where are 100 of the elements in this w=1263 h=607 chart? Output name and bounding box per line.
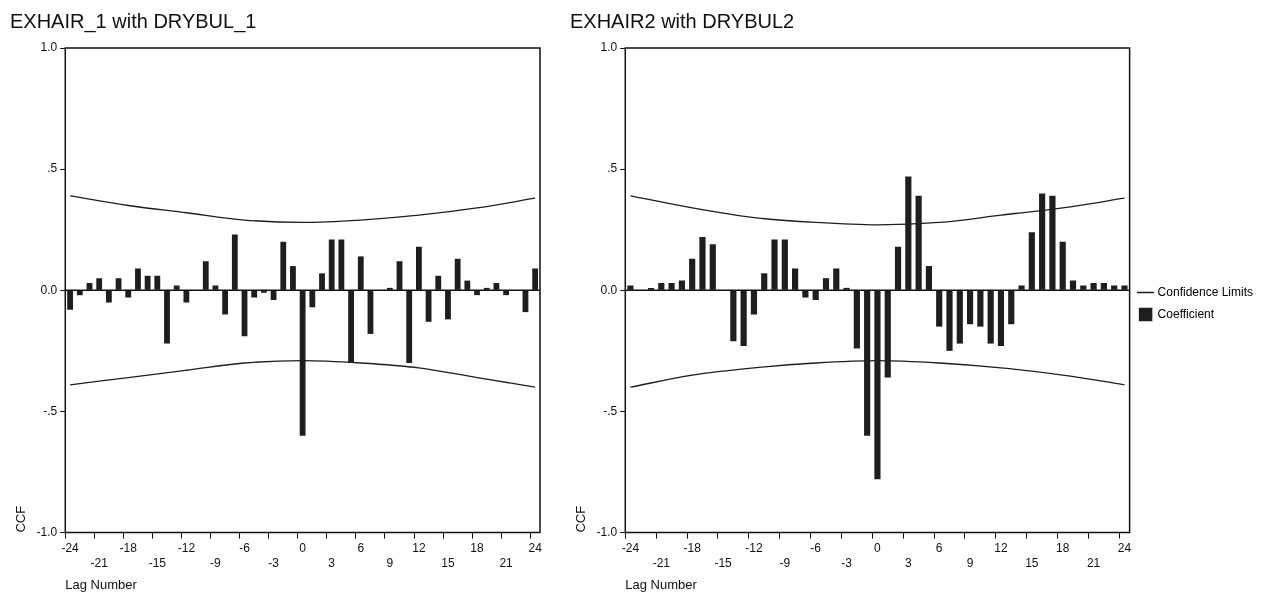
bar	[319, 273, 325, 290]
bar	[709, 244, 716, 290]
bar	[154, 275, 161, 290]
x-tick-label: 18	[1056, 541, 1070, 556]
bar	[202, 261, 209, 290]
bar	[328, 239, 335, 290]
bar	[280, 241, 287, 290]
bar	[761, 273, 768, 290]
bar	[1090, 283, 1097, 290]
bar	[96, 278, 103, 290]
bar	[474, 290, 480, 296]
x-tick-label: 21	[1086, 555, 1101, 570]
bar	[658, 283, 665, 290]
bar	[946, 290, 953, 351]
y-axis-title: CCF	[573, 505, 589, 533]
bar	[1100, 283, 1107, 290]
bar	[164, 290, 170, 344]
y-tick-label: -1.0	[36, 524, 58, 539]
bar	[435, 275, 442, 290]
x-tick-label: -24	[621, 541, 640, 556]
bar	[1121, 285, 1128, 290]
x-axis-title: Lag Number	[65, 576, 138, 592]
bar	[936, 290, 943, 327]
y-tick-label: .5	[607, 161, 618, 176]
x-tick-label: 24	[1117, 541, 1132, 556]
x-tick-label: -3	[841, 555, 853, 570]
bar	[493, 283, 500, 290]
x-tick-label: 9	[386, 555, 394, 570]
bar	[802, 290, 809, 298]
bar	[406, 290, 413, 363]
x-tick-label: -15	[148, 555, 167, 570]
x-tick-label: 15	[441, 555, 455, 570]
x-tick-label: -12	[745, 541, 763, 556]
bar	[853, 290, 860, 349]
line-series	[69, 195, 536, 224]
bar	[144, 275, 151, 290]
x-tick-label: -9	[210, 555, 222, 570]
x-tick-label: 12	[994, 541, 1008, 556]
bar	[1069, 280, 1077, 290]
bar	[532, 268, 539, 290]
x-tick-label: -18	[683, 541, 702, 556]
x-tick-label: 12	[412, 541, 426, 556]
bar	[183, 290, 190, 303]
x-tick-label: -15	[714, 555, 733, 570]
x-tick-label: 15	[1025, 555, 1039, 570]
y-tick-label: 0.0	[600, 282, 618, 297]
bar	[956, 290, 963, 344]
bar	[1059, 241, 1066, 290]
bar	[1111, 285, 1118, 290]
bar	[445, 290, 451, 320]
x-tick-label: 0	[299, 541, 307, 556]
x-tick-label: -6	[239, 541, 251, 556]
x-tick-label: 3	[904, 555, 912, 570]
bar	[125, 290, 132, 298]
bar	[822, 278, 830, 290]
bar	[1008, 290, 1015, 325]
y-tick-label: 1.0	[40, 40, 58, 55]
bar	[894, 246, 902, 290]
chart-title: EXHAIR_1 with DRYBUL_1	[10, 9, 257, 33]
bar	[750, 290, 758, 315]
x-tick-label: -12	[177, 541, 196, 556]
x-tick-label: -3	[268, 555, 280, 570]
bar	[730, 290, 737, 342]
chart-title: EXHAIR2 with DRYBUL2	[570, 9, 795, 32]
legend-label: Coefficient	[1157, 306, 1215, 321]
y-tick-label: -1.0	[596, 524, 618, 539]
x-tick-label: -6	[810, 541, 822, 556]
bar	[503, 290, 509, 296]
bar	[1018, 285, 1025, 290]
bar	[1080, 285, 1087, 290]
bar	[771, 239, 778, 290]
bar	[464, 280, 471, 290]
y-tick-label: -.5	[603, 403, 618, 418]
bar	[833, 268, 840, 290]
bar	[290, 266, 296, 290]
bar	[678, 280, 685, 290]
x-tick-label: 21	[499, 555, 514, 570]
bar	[997, 290, 1005, 347]
x-tick-label: 0	[874, 541, 882, 556]
bar	[415, 246, 422, 290]
y-tick-label: .5	[47, 161, 58, 176]
bar	[792, 268, 799, 290]
legend-label: Confidence Limits	[1157, 284, 1254, 299]
bar	[925, 266, 932, 290]
bar	[689, 258, 696, 290]
bar	[699, 236, 706, 290]
bar	[338, 239, 345, 290]
bar	[76, 290, 83, 296]
x-tick-label: 3	[328, 555, 336, 570]
y-tick-label: 0.0	[40, 282, 58, 297]
bar	[1028, 232, 1035, 290]
bar	[105, 290, 112, 303]
bar	[251, 290, 258, 298]
bar	[781, 239, 788, 290]
bar	[67, 290, 74, 310]
x-tick-label: -18	[119, 541, 138, 556]
bar	[173, 285, 180, 290]
bar	[231, 234, 238, 290]
x-tick-label: -21	[652, 555, 671, 570]
bar	[627, 285, 634, 290]
